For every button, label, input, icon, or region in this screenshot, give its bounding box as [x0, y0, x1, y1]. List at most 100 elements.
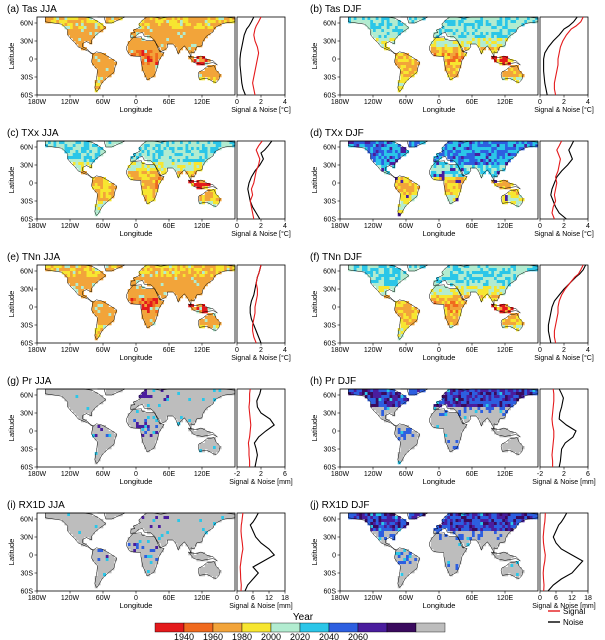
- map-cell: [191, 156, 195, 160]
- map-cell: [182, 413, 186, 417]
- map-cell: [97, 431, 101, 435]
- map-xtick-label: 180W: [331, 99, 350, 106]
- map-cell: [351, 17, 355, 21]
- map-cell: [447, 156, 451, 160]
- map-cell: [408, 59, 412, 63]
- map-cell: [452, 307, 456, 311]
- map-cell: [483, 268, 487, 272]
- map-cell: [499, 307, 503, 311]
- map-cell: [100, 65, 104, 69]
- map-cell: [447, 47, 451, 51]
- map-cell: [477, 413, 481, 417]
- map-cell: [406, 322, 410, 326]
- map-cell: [158, 268, 162, 272]
- map-cell: [169, 286, 173, 290]
- map-cell: [386, 26, 390, 30]
- map-cell: [458, 50, 462, 54]
- map-cell: [494, 283, 498, 287]
- map-cell: [185, 401, 189, 405]
- map-cell: [496, 289, 500, 293]
- map-cell: [510, 322, 514, 326]
- coastline: [348, 264, 410, 303]
- map-cell: [141, 174, 145, 178]
- map-cells: [348, 141, 539, 217]
- map-cell: [389, 29, 393, 33]
- map-cell: [436, 165, 440, 169]
- map-cell: [182, 407, 186, 411]
- map-cell: [450, 395, 454, 399]
- map-cell: [502, 17, 506, 21]
- map-cell: [166, 156, 170, 160]
- map-cell: [163, 41, 167, 45]
- map-cell: [359, 268, 363, 272]
- map-cell: [147, 398, 151, 402]
- map-cell: [441, 425, 445, 429]
- map-cell: [406, 198, 410, 202]
- map-cell: [61, 23, 65, 27]
- map-cell: [485, 26, 489, 30]
- map-cell: [199, 431, 203, 435]
- map-cell: [199, 286, 203, 290]
- map-cell: [397, 20, 401, 24]
- map-cell: [94, 29, 98, 33]
- map-cell: [81, 35, 85, 39]
- map-cell: [144, 56, 148, 60]
- map-cell: [144, 32, 148, 36]
- map-cell: [367, 144, 371, 148]
- map-cell: [447, 32, 451, 36]
- map-cell: [147, 280, 151, 284]
- map-cell: [488, 159, 492, 163]
- map-cell: [94, 401, 98, 405]
- map-cell: [78, 398, 82, 402]
- map-cell: [494, 286, 498, 290]
- map-cell: [210, 440, 214, 444]
- map-cell: [94, 458, 98, 462]
- map-cell: [417, 141, 421, 145]
- map-cell: [89, 17, 93, 21]
- map-cell: [138, 150, 142, 154]
- map-cell: [149, 434, 153, 438]
- map-cell: [373, 407, 377, 411]
- map-cell: [133, 413, 137, 417]
- map-cell: [144, 428, 148, 432]
- noise-line: [247, 140, 273, 220]
- map-cell: [452, 313, 456, 317]
- map-cell: [510, 156, 514, 160]
- map-cell: [414, 440, 418, 444]
- map-cell: [163, 38, 167, 42]
- map-cell: [483, 17, 487, 21]
- map-cell: [81, 410, 85, 414]
- map-cell: [510, 195, 514, 199]
- map-cell: [452, 47, 456, 51]
- map-cell: [527, 141, 531, 145]
- map-cell: [480, 277, 484, 281]
- map-cell: [158, 44, 162, 48]
- map-cell: [491, 26, 495, 30]
- map-cell: [485, 141, 489, 145]
- map-cell: [103, 74, 107, 78]
- map-cell: [83, 280, 87, 284]
- map-cell: [133, 292, 137, 296]
- map-cell: [100, 80, 104, 84]
- map-cell: [130, 159, 134, 163]
- map-cell: [502, 286, 506, 290]
- map-cell: [204, 268, 208, 272]
- map-cell: [397, 455, 401, 459]
- map-cell: [441, 44, 445, 48]
- map-cell: [100, 180, 104, 184]
- map-cell: [152, 159, 156, 163]
- map-cell: [384, 23, 388, 27]
- map-cell: [152, 301, 156, 305]
- map-cell: [180, 265, 184, 269]
- coastline: [91, 51, 118, 92]
- map-cell: [56, 20, 60, 24]
- map-cell: [403, 150, 407, 154]
- map-cell: [458, 389, 462, 393]
- map-cell: [491, 280, 495, 284]
- map-cell: [111, 183, 115, 187]
- map-cell: [406, 59, 410, 63]
- map-cell: [103, 26, 107, 30]
- map-cell: [144, 171, 148, 175]
- map-cell: [480, 416, 484, 420]
